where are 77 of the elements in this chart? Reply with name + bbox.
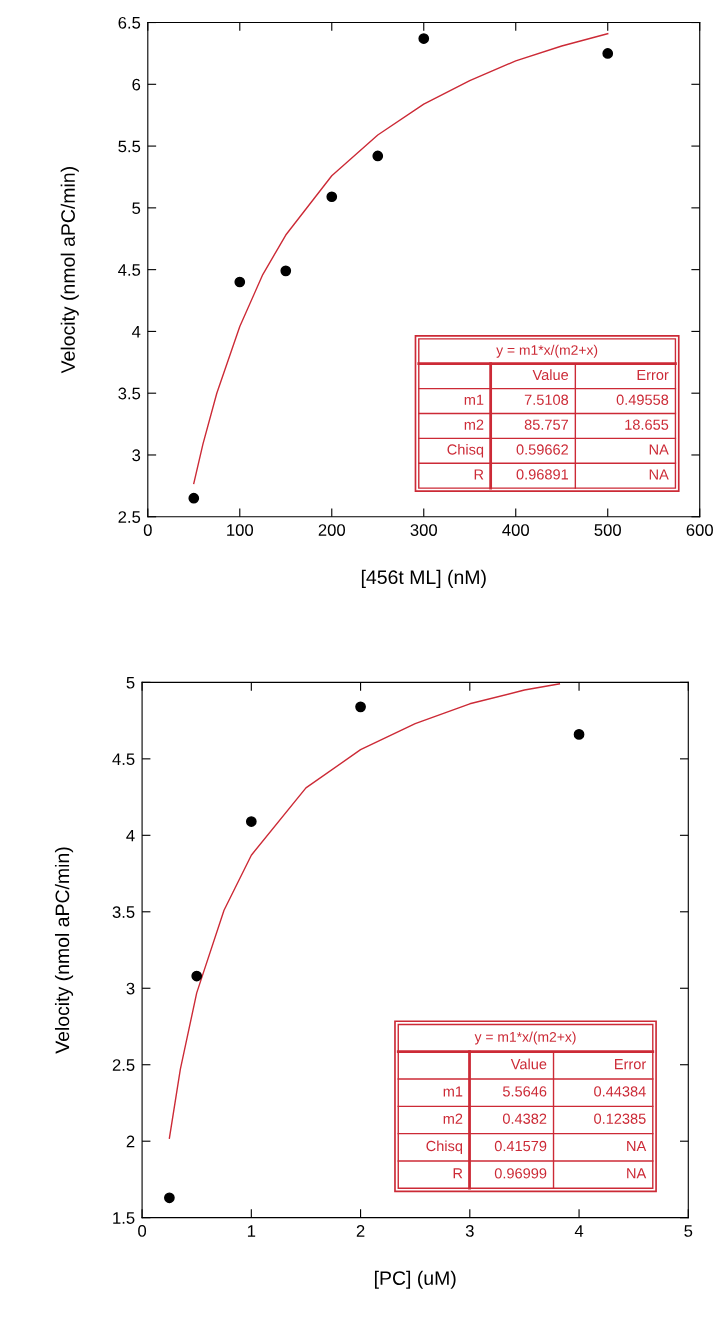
annotation: Chisq [447, 443, 484, 458]
x-tick-label: 100 [227, 524, 254, 536]
y-tick-label: 3 [126, 982, 135, 995]
line-series [193, 32, 609, 485]
annotation: Value [510, 1058, 547, 1070]
annotation: Error [615, 1059, 646, 1070]
y-tick-label: 2.5 [118, 511, 141, 523]
annotation: 0.96999 [494, 1168, 547, 1179]
x-tick-label: 1 [247, 1225, 256, 1237]
x-tick-label: 300 [410, 524, 438, 536]
y-tick-label: 3.5 [118, 387, 141, 400]
annotation: R [453, 1168, 463, 1179]
annotation: m2 [464, 419, 484, 430]
annotation: 0.59662 [516, 444, 568, 455]
y-tick-label: 6 [132, 78, 141, 91]
point [326, 191, 338, 203]
annotation: 7.5108 [524, 394, 569, 405]
y-tick-label: 5 [126, 676, 135, 689]
annotation: 0.49558 [616, 394, 669, 405]
annotation: y = m1*x/(m2+x) [474, 1031, 576, 1045]
annotation: NA [649, 444, 669, 455]
point [164, 1192, 175, 1204]
y-tick-label: 5.5 [118, 140, 141, 153]
point [234, 276, 246, 288]
x-axis-title: [456t ML] (nM) [361, 569, 486, 588]
x-tick-label: 2 [356, 1225, 365, 1237]
annotation: R [474, 469, 484, 480]
x-tick-label: 0 [143, 524, 152, 536]
annotation: 18.655 [625, 419, 669, 430]
annotation: 0.12385 [594, 1113, 646, 1124]
y-tick-label: 2 [126, 1135, 135, 1148]
y-tick-label: 3.5 [112, 906, 135, 918]
annotation: NA [627, 1168, 647, 1179]
y-tick-label: 3 [132, 449, 141, 462]
annotation: NA [627, 1141, 647, 1152]
x-tick-label: 3 [465, 1225, 474, 1237]
y-tick-label: 4.5 [118, 264, 141, 276]
point [372, 150, 384, 162]
x-tick-label: 0 [138, 1225, 147, 1237]
x-tick-label: 400 [502, 524, 529, 536]
y-tick-label: 1.5 [113, 1212, 135, 1224]
annotation: 5.5646 [502, 1086, 547, 1097]
annotation: 85.757 [524, 419, 568, 430]
x-tick-label: 200 [318, 524, 346, 536]
y-axis-title: Velocity (nmol aPC/min) [60, 167, 79, 374]
point [418, 33, 430, 44]
y-tick-label: 4.5 [112, 753, 135, 766]
point [280, 265, 292, 277]
x-tick-label: 500 [594, 524, 621, 536]
y-tick-label: 4 [131, 325, 141, 338]
annotation: m2 [443, 1113, 463, 1124]
point [355, 701, 366, 713]
y-axis-title: Velocity (nmol aPC/min) [54, 847, 74, 1054]
point [245, 816, 257, 827]
annotation: 0.96891 [516, 469, 569, 480]
annotation: Error [637, 369, 669, 381]
annotation: y = m1*x/(m2+x) [496, 344, 598, 358]
y-tick-label: 5 [132, 202, 141, 215]
y-tick-label: 4 [126, 829, 135, 842]
x-tick-label: 5 [684, 1225, 693, 1237]
annotation: Value [532, 369, 569, 381]
annotation: m1 [464, 394, 484, 405]
point [602, 48, 614, 59]
point [191, 970, 203, 982]
x-axis-title: [PC] (uM) [374, 1270, 456, 1289]
annotation: Chisq [426, 1140, 463, 1155]
annotation: NA [649, 469, 669, 480]
point [188, 492, 200, 504]
annotation: 0.41579 [494, 1140, 547, 1152]
annotation: 0.44384 [594, 1086, 646, 1097]
point [573, 729, 585, 740]
annotation: m1 [443, 1086, 463, 1097]
x-tick-label: 4 [574, 1225, 584, 1237]
x-tick-label: 600 [686, 524, 713, 536]
annotation: 0.4382 [502, 1113, 547, 1124]
y-tick-label: 6.5 [118, 16, 141, 29]
y-tick-label: 2.5 [112, 1059, 135, 1071]
